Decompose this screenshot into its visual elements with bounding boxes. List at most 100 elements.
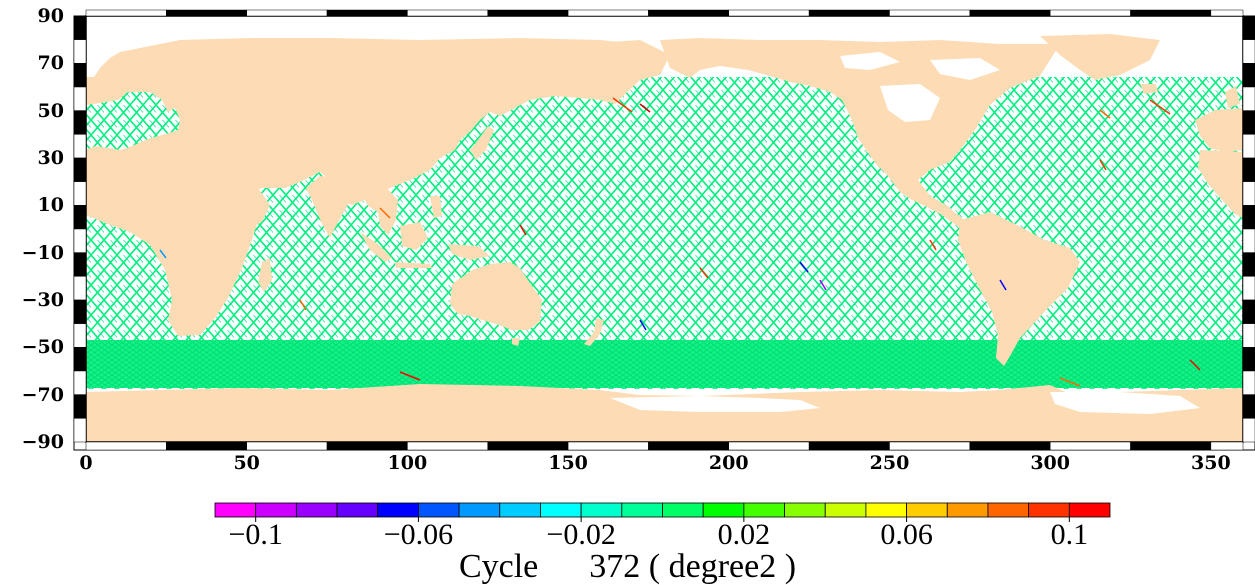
madagascar xyxy=(258,258,272,292)
border-segment xyxy=(246,441,328,451)
y-tick-label: 10 xyxy=(37,194,64,217)
colorbar-tick-label: −0.1 xyxy=(228,518,283,551)
border-segment xyxy=(1242,228,1255,253)
colorbar-swatch xyxy=(377,502,419,518)
border-segment xyxy=(73,228,87,253)
border-segment xyxy=(1049,441,1131,451)
border-segment xyxy=(969,9,1051,17)
north-asia xyxy=(120,38,670,80)
colorbar-swatch xyxy=(946,502,989,518)
border-segment xyxy=(728,441,810,451)
border-segment xyxy=(85,9,167,17)
y-tick-label: 70 xyxy=(37,52,64,75)
border-segment xyxy=(1242,347,1255,372)
border-segment xyxy=(1242,134,1255,159)
uk xyxy=(1225,86,1240,108)
ross-ice xyxy=(610,396,820,412)
border-segment xyxy=(1242,370,1255,395)
border-segment xyxy=(1130,441,1212,451)
colorbar-swatch xyxy=(662,502,704,518)
land xyxy=(86,34,1243,442)
tasmania xyxy=(512,338,520,346)
colorbar-swatch xyxy=(743,502,785,518)
y-tick-label: 30 xyxy=(37,147,64,169)
colorbar-tick-label: −0.02 xyxy=(546,518,616,551)
java xyxy=(395,262,432,268)
west-africa xyxy=(1198,150,1243,218)
border-segment xyxy=(1242,39,1255,64)
colorbar-swatch xyxy=(418,502,460,518)
colorbar-tick-label: 0.06 xyxy=(880,518,933,551)
india xyxy=(306,176,352,238)
border-segment xyxy=(889,9,971,17)
y-tick-label: 50 xyxy=(37,99,64,122)
x-tick-label: 200 xyxy=(708,452,749,474)
border-segment xyxy=(487,441,569,451)
colorbar-swatch xyxy=(540,502,582,518)
ocean-tracks-dense xyxy=(86,340,1243,388)
border-segment xyxy=(73,134,87,159)
iceland xyxy=(1140,84,1158,94)
x-tick-label: 300 xyxy=(1030,452,1070,474)
caption: Cycle 372 ( degree2 ) xyxy=(0,549,1255,585)
border-segment xyxy=(648,9,730,17)
units-label: ( degree2 ) xyxy=(648,548,797,585)
border-segment xyxy=(73,181,87,206)
border-segment xyxy=(1242,157,1255,182)
colorbar-swatch xyxy=(906,502,948,518)
colorbar-swatch xyxy=(499,502,541,518)
anomaly-marks xyxy=(159,97,1201,387)
border-segment xyxy=(407,441,488,451)
greenland xyxy=(1040,34,1160,80)
y-tick-label: −70 xyxy=(21,383,64,406)
japan xyxy=(470,126,494,160)
central-america xyxy=(918,180,968,228)
colorbar-swatch xyxy=(336,502,379,518)
border-segment xyxy=(1130,9,1212,17)
border-segment xyxy=(73,39,87,64)
border-segment xyxy=(326,441,408,451)
colorbar-swatch xyxy=(1068,502,1111,518)
ice-areas xyxy=(610,52,1200,414)
colorbar-swatch xyxy=(295,502,338,518)
border-segment xyxy=(407,9,488,17)
border-segment xyxy=(728,9,810,17)
border-segment xyxy=(73,15,87,40)
border-segment xyxy=(73,323,87,348)
x-tick-label: 50 xyxy=(233,452,260,474)
border-segment xyxy=(246,9,328,17)
border-segment xyxy=(73,86,87,111)
border-segment xyxy=(73,252,87,277)
x-tick-label: 350 xyxy=(1191,452,1231,474)
arabia xyxy=(212,180,270,228)
border-segment xyxy=(73,394,87,419)
border-segment xyxy=(1242,276,1255,301)
arctic-islands-2 xyxy=(930,58,1000,80)
borneo xyxy=(400,222,428,250)
border-segment xyxy=(166,441,247,451)
border-segment xyxy=(1242,323,1255,348)
west-europe xyxy=(1195,108,1243,152)
colorbar-tick-label: 0.02 xyxy=(717,518,771,551)
hudson-bay xyxy=(880,84,940,122)
border-top xyxy=(85,9,1244,17)
border-segment xyxy=(73,205,87,230)
colorbar-swatch xyxy=(702,502,745,518)
colorbar xyxy=(214,502,1111,518)
arctic-islands xyxy=(840,52,900,70)
border-segment xyxy=(808,441,890,451)
south-america xyxy=(958,212,1080,366)
border-segment xyxy=(567,9,649,17)
north-america xyxy=(660,38,1060,218)
border-segment xyxy=(73,370,87,395)
border-segment xyxy=(1242,63,1255,88)
y-tick-label: −10 xyxy=(21,241,64,264)
y-tick-label: −50 xyxy=(21,336,64,359)
border-segment xyxy=(166,9,247,17)
x-tick-label: 0 xyxy=(79,452,93,474)
border-segment xyxy=(648,441,730,451)
border-segment xyxy=(889,441,971,451)
border-segment xyxy=(969,441,1051,451)
colorbar-swatch xyxy=(987,502,1030,518)
